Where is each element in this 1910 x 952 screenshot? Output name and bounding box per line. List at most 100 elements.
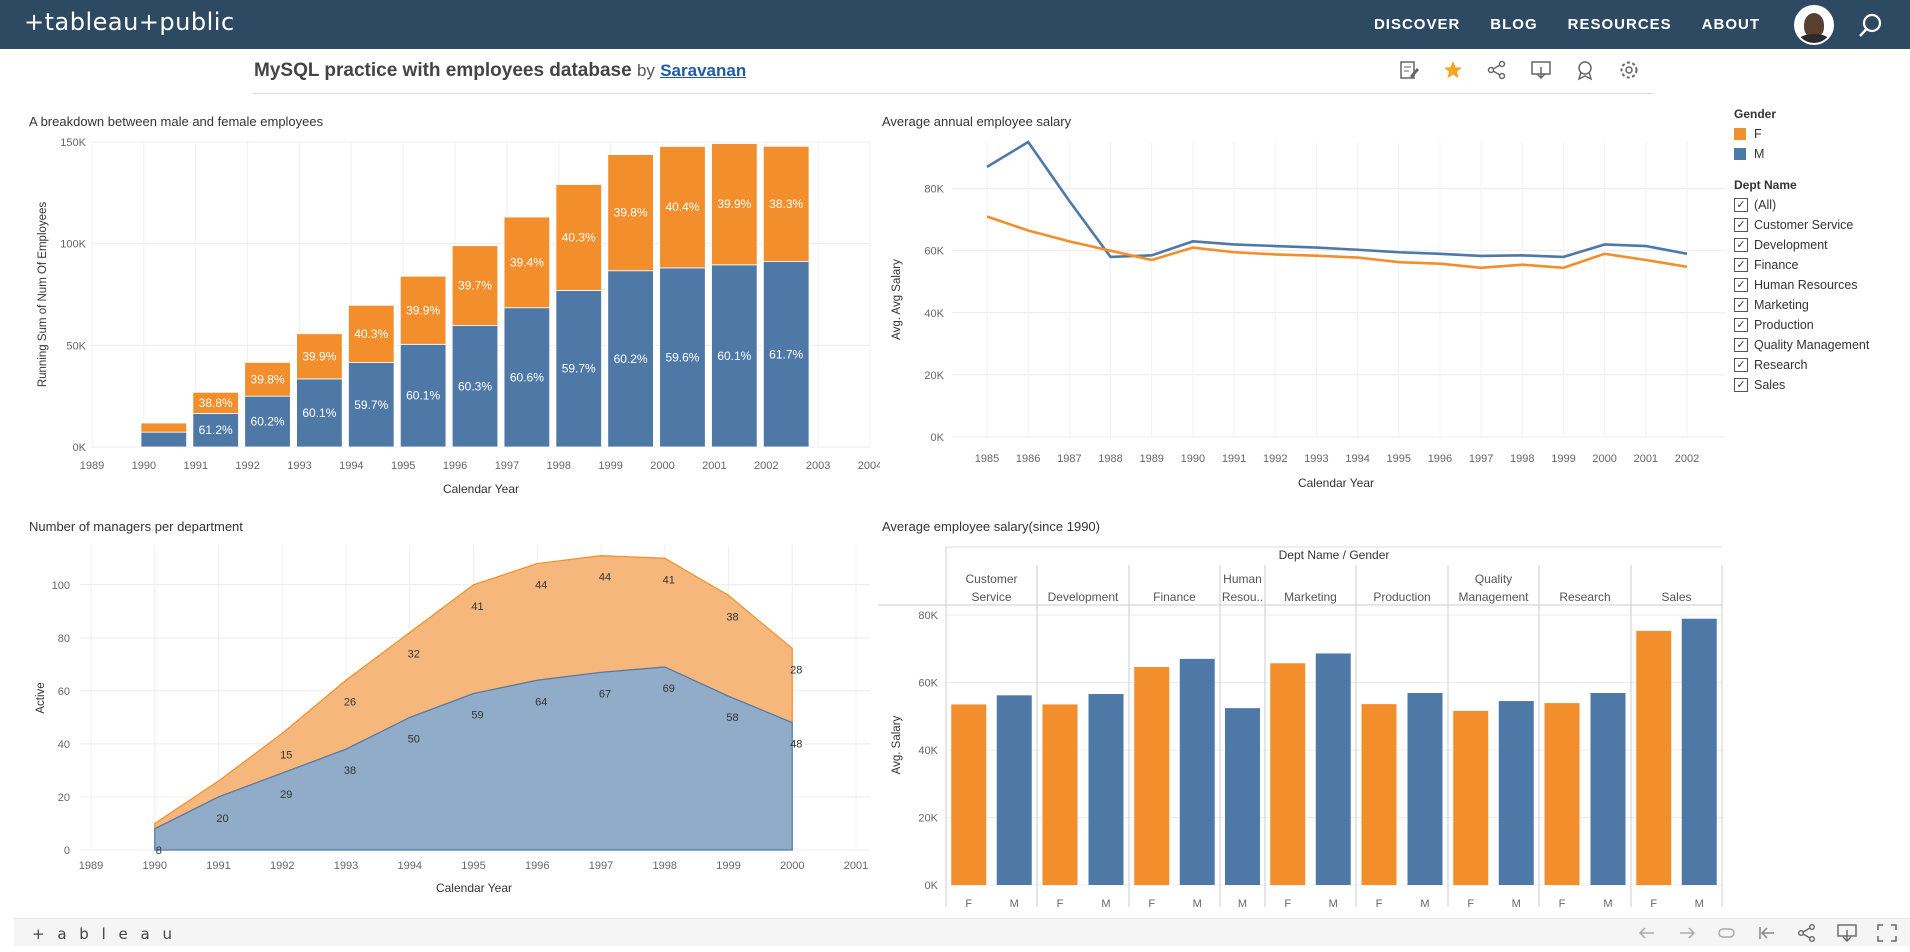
bar-female xyxy=(451,245,499,327)
x-tick-label: 2000 xyxy=(780,860,804,872)
revert-icon[interactable] xyxy=(1756,923,1778,943)
checkbox[interactable]: ✓ xyxy=(1734,338,1748,352)
redo-icon[interactable] xyxy=(1676,923,1698,943)
chart-title-gender-breakdown: A breakdown between male and female empl… xyxy=(29,114,324,129)
bar-male xyxy=(659,267,706,448)
x-tick-label: 1989 xyxy=(79,860,103,872)
x-tick-label: 1990 xyxy=(132,460,156,472)
bar-female xyxy=(348,304,395,364)
data-label-female: 26 xyxy=(344,696,356,708)
bar-male xyxy=(296,378,343,448)
checkbox[interactable]: ✓ xyxy=(1734,358,1748,372)
bar-male xyxy=(1407,692,1443,885)
download-icon[interactable] xyxy=(1530,59,1552,81)
share-icon[interactable] xyxy=(1486,59,1508,81)
download-icon[interactable] xyxy=(1836,923,1858,943)
bar-female xyxy=(140,422,188,433)
data-label-male: 60.2% xyxy=(614,352,648,366)
data-label-male: 61.7% xyxy=(769,347,803,361)
nav-about[interactable]: ABOUT xyxy=(1701,16,1760,33)
main-nav: DISCOVER BLOG RESOURCES ABOUT xyxy=(1374,0,1760,49)
viz-toolbar xyxy=(1398,59,1640,81)
dept-filter-item[interactable]: ✓ Development xyxy=(1734,235,1869,255)
checkbox[interactable]: ✓ xyxy=(1734,298,1748,312)
search-icon[interactable] xyxy=(1858,12,1884,38)
y-tick-label: 100 xyxy=(52,580,70,592)
legend-item-male[interactable]: M xyxy=(1734,144,1869,164)
legend-label: F xyxy=(1754,127,1762,141)
chart-annual-salary: 0K 20K 40K 60K 80K 1985 1986 1987 1988 1989 1990 19… xyxy=(891,140,1725,490)
dept-filter-item[interactable]: ✓ Research xyxy=(1734,355,1869,375)
dept-header-label: Production xyxy=(1373,590,1430,604)
bar-male xyxy=(503,307,551,448)
data-label-female: 32 xyxy=(408,649,420,661)
bar-male xyxy=(996,695,1032,885)
dept-filter-item[interactable]: ✓ Finance xyxy=(1734,255,1869,275)
checkbox[interactable]: ✓ xyxy=(1734,198,1748,212)
x-tick-label: 1990 xyxy=(1181,453,1205,465)
checkbox[interactable]: ✓ xyxy=(1734,318,1748,332)
checkbox[interactable]: ✓ xyxy=(1734,238,1748,252)
share-icon[interactable] xyxy=(1796,923,1818,943)
data-label-female: 40.3% xyxy=(562,230,596,244)
dept-filter-label: Customer Service xyxy=(1754,218,1854,232)
x-tick-label: 1993 xyxy=(1304,453,1328,465)
dept-filter-item[interactable]: ✓ Human Resources xyxy=(1734,275,1869,295)
dept-filter-item[interactable]: ✓ Sales xyxy=(1734,375,1869,395)
author-link[interactable]: Saravanan xyxy=(660,61,747,80)
nav-blog[interactable]: BLOG xyxy=(1490,16,1538,33)
gender-tick-label: M xyxy=(1603,898,1612,910)
data-label-male: 59.7% xyxy=(354,398,388,412)
edit-icon[interactable] xyxy=(1398,59,1420,81)
data-label-male: 58 xyxy=(726,712,738,724)
nav-discover[interactable]: DISCOVER xyxy=(1373,16,1461,33)
favorite-star-icon[interactable] xyxy=(1442,59,1464,81)
gender-tick-label: F xyxy=(1057,898,1064,910)
bar-female xyxy=(711,143,758,266)
area-male xyxy=(154,666,793,851)
legend-item-female[interactable]: F xyxy=(1734,124,1869,144)
dept-filter-label: Quality Management xyxy=(1754,338,1870,352)
x-tick-label: 1989 xyxy=(80,460,104,472)
male-swatch xyxy=(1734,148,1746,160)
legend-panel: Gender F M Dept Name ✓ (All) ✓ Customer Ser… xyxy=(1734,107,1869,395)
data-label-female: 38.3% xyxy=(769,197,803,211)
undo-icon[interactable] xyxy=(1636,923,1658,943)
y-tick-label: 80K xyxy=(918,610,938,622)
y-axis-title: Avg. Salary xyxy=(891,715,903,774)
y-tick-label: 60K xyxy=(924,246,944,258)
checkbox[interactable]: ✓ xyxy=(1734,258,1748,272)
fullscreen-icon[interactable] xyxy=(1876,923,1898,943)
nav-resources[interactable]: RESOURCES xyxy=(1567,16,1672,33)
dept-filter-item[interactable]: ✓ Quality Management xyxy=(1734,335,1869,355)
dept-filter-item[interactable]: ✓ Production xyxy=(1734,315,1869,335)
x-tick-label: 1997 xyxy=(589,860,613,872)
dept-filter-item[interactable]: ✓ Marketing xyxy=(1734,295,1869,315)
avatar-face xyxy=(1804,13,1824,37)
user-avatar[interactable] xyxy=(1794,5,1834,45)
dept-filter-item[interactable]: ✓ Customer Service xyxy=(1734,215,1869,235)
y-tick-label: 150K xyxy=(60,137,86,149)
viz-by: by xyxy=(636,61,655,80)
settings-gear-icon[interactable] xyxy=(1618,59,1640,81)
data-label-male: 60.1% xyxy=(717,349,751,363)
gender-tick-label: M xyxy=(1238,898,1247,910)
x-tick-label: 1995 xyxy=(1387,453,1411,465)
dept-filter-label: Marketing xyxy=(1754,298,1809,312)
chart-title-managers: Number of managers per department xyxy=(29,519,243,534)
checkbox[interactable]: ✓ xyxy=(1734,218,1748,232)
data-label-male: 60.6% xyxy=(510,370,544,384)
chart-salary-since-1990: Dept Name / Gender 0K 20K 40K 60K 80K Avg. Sal… xyxy=(878,546,1723,910)
replay-icon[interactable] xyxy=(1716,923,1738,943)
dept-filter-label: (All) xyxy=(1754,198,1777,212)
dept-filter-item[interactable]: ✓ (All) xyxy=(1734,195,1869,215)
checkbox[interactable]: ✓ xyxy=(1734,378,1748,392)
data-label-female: 39.9% xyxy=(406,303,440,317)
x-tick-label: 2002 xyxy=(1675,453,1699,465)
badge-icon[interactable] xyxy=(1574,59,1596,81)
dept-header-label: Customer xyxy=(965,572,1017,586)
tableau-footer-logo[interactable]: + a b l e a u xyxy=(32,925,176,943)
chart-title-salary-since-1990: Average employee salary(since 1990) xyxy=(882,519,1100,534)
tableau-public-logo[interactable]: +tableau+public xyxy=(24,8,235,36)
checkbox[interactable]: ✓ xyxy=(1734,278,1748,292)
